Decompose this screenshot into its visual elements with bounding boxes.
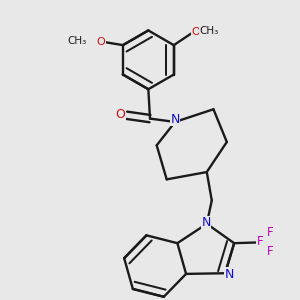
Text: N: N: [224, 268, 234, 281]
Text: O: O: [116, 108, 125, 122]
Text: O: O: [191, 27, 200, 37]
Text: O: O: [97, 37, 106, 47]
Text: N: N: [201, 216, 211, 229]
Text: F: F: [256, 235, 263, 248]
Text: N: N: [170, 113, 180, 126]
Text: CH₃: CH₃: [199, 26, 218, 36]
Text: F: F: [267, 245, 273, 258]
Text: CH₃: CH₃: [68, 36, 87, 46]
Text: F: F: [267, 226, 273, 239]
